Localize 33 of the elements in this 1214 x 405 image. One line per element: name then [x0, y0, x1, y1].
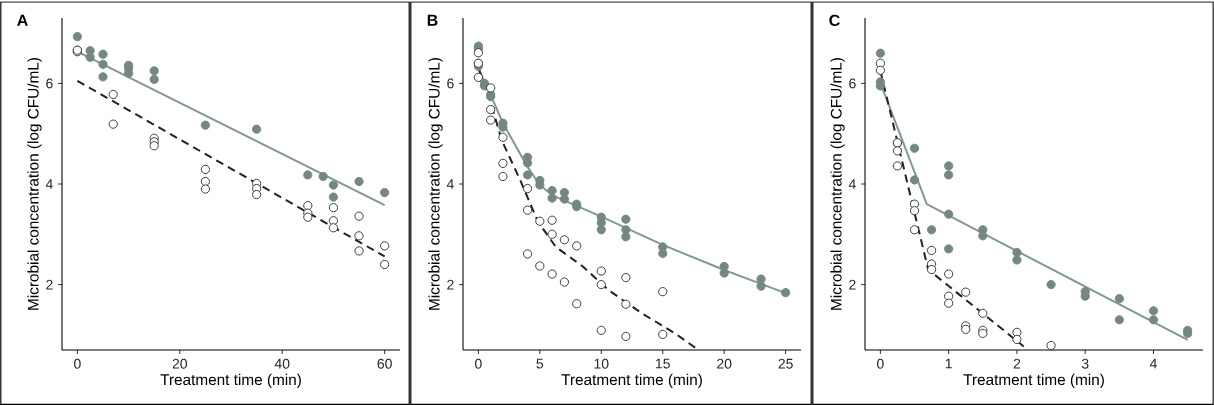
x-axis-title: Treatment time (min) [561, 373, 702, 389]
chart-title: B [427, 14, 438, 26]
y-axis-title: Microbial concentration (log CFU/mL) [428, 58, 443, 310]
x-tick-label: 10 [594, 358, 609, 369]
y-tick-label: 2 [46, 279, 53, 290]
x-tick-label: 1 [945, 358, 952, 369]
x-tick-label: 4 [1149, 358, 1157, 369]
y-tick-label: 6 [447, 78, 454, 89]
y-axis-title: Microbial concentration (log CFU/mL) [27, 58, 42, 310]
x-tick-label: 0 [475, 358, 482, 369]
x-axis-title: Treatment time (min) [160, 373, 301, 389]
x-tick-label: 60 [377, 358, 392, 369]
x-tick-label: 20 [172, 358, 188, 369]
chart-title: A [17, 14, 28, 26]
y-tick-label: 4 [446, 179, 454, 189]
x-tick-label: 3 [1081, 358, 1089, 369]
x-tick-label: 25 [778, 358, 793, 369]
y-tick-label: 2 [447, 279, 454, 290]
y-tick-label: 4 [45, 179, 53, 189]
y-axis-title: Microbial concentration (log CFU/mL) [830, 58, 845, 310]
chart-title: C [829, 14, 840, 27]
y-tick-label: 6 [849, 78, 856, 89]
x-tick-label: 0 [877, 358, 884, 369]
y-tick-label: 4 [848, 179, 856, 189]
x-tick-label: 20 [717, 358, 732, 369]
x-tick-label: 0 [74, 358, 81, 369]
x-tick-label: 15 [656, 358, 670, 369]
x-tick-label: 40 [274, 358, 290, 369]
y-tick-label: 6 [46, 78, 53, 89]
x-axis-title: Treatment time (min) [963, 373, 1104, 389]
y-tick-label: 2 [849, 279, 856, 290]
x-tick-label: 5 [536, 358, 544, 369]
x-tick-label: 2 [1013, 358, 1021, 369]
